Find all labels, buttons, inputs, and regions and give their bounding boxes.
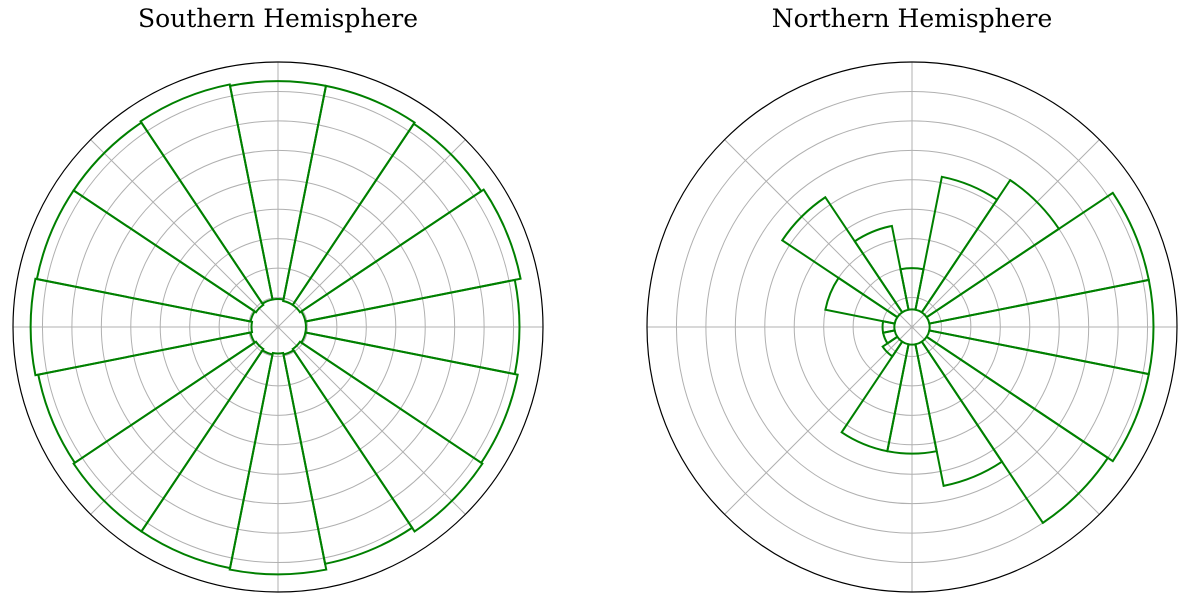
north-polar-chart <box>646 61 1178 593</box>
grid-spoke <box>911 139 1100 328</box>
polar-frame <box>646 61 1178 593</box>
grid-spoke <box>724 326 913 515</box>
polar-bar <box>35 189 257 323</box>
polar-bar <box>72 340 265 533</box>
polar-bar <box>299 331 519 465</box>
polar-bar <box>29 277 254 377</box>
polar-bar <box>282 348 414 565</box>
polar-bar <box>925 329 1150 463</box>
polar-bar <box>920 335 1110 525</box>
polar-bar <box>853 224 910 314</box>
polar-bar <box>228 351 328 576</box>
polar-bar <box>920 178 1061 319</box>
polar-bar <box>72 121 265 314</box>
polar-bar <box>914 175 999 314</box>
polar-bar <box>928 278 1155 376</box>
polar-bar <box>139 83 274 306</box>
polar-bar <box>914 340 1004 488</box>
polar-frame <box>12 61 544 593</box>
polar-bar <box>291 340 484 533</box>
polar-bar <box>780 195 904 319</box>
polar-bar <box>281 84 416 307</box>
polar-bar <box>304 278 521 376</box>
grid-spoke <box>90 326 279 515</box>
grid-spoke <box>724 139 913 328</box>
south-polar-chart <box>12 61 544 593</box>
north-chart-title: Northern Hemisphere <box>771 4 1053 33</box>
polar-bar <box>824 276 899 325</box>
polar-bar <box>299 188 522 323</box>
polar-bar <box>925 191 1150 325</box>
polar-bar <box>140 348 274 570</box>
grid-spoke <box>90 139 279 328</box>
polar-bar <box>881 335 904 358</box>
south-chart-title: Southern Hemisphere <box>138 4 418 33</box>
grid-spoke <box>277 326 466 515</box>
grid-spoke <box>277 139 466 328</box>
polar-bar <box>37 331 257 465</box>
grid-spoke <box>911 326 1100 515</box>
polar-bar <box>228 80 328 301</box>
polar-bar <box>291 122 483 314</box>
polar-bar <box>840 340 910 453</box>
